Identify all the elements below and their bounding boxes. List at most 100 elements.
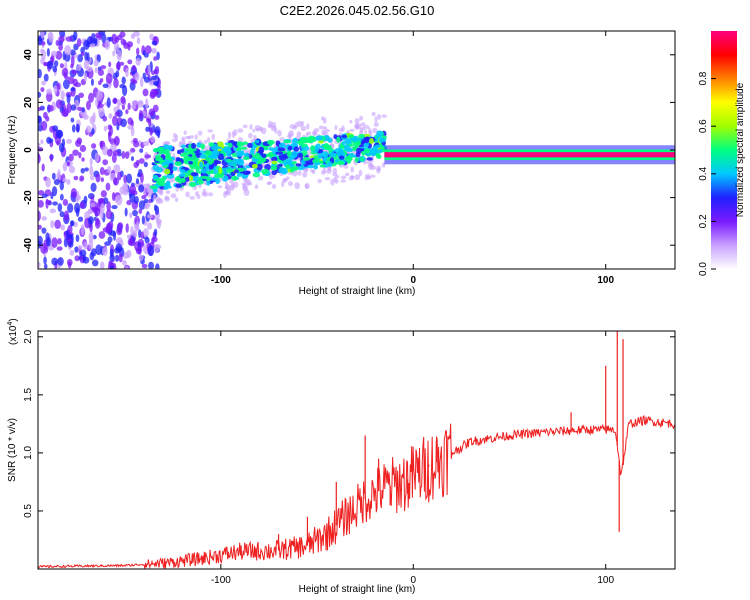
spectrogram-onset-mark [165, 180, 171, 187]
spectrogram-onset-mark [205, 150, 212, 156]
spectrogram-marks [38, 31, 675, 269]
spectrogram-onset-mark [258, 156, 267, 163]
spectrogram-noise-mark [98, 231, 106, 239]
spectrogram-noise-mark [143, 161, 148, 168]
spectrogram-noise-mark [154, 114, 160, 120]
spectrogram-noise-mark [126, 234, 131, 239]
spectrogram-haze-mark [305, 132, 309, 138]
spectrogram-noise-mark [56, 246, 63, 251]
spectrogram-onset-mark [252, 172, 260, 178]
spectrogram-noise-mark [95, 173, 101, 183]
spectrogram-onset-mark [242, 171, 251, 175]
spectrogram-noise-mark [145, 98, 149, 109]
spectrogram-noise-mark [46, 236, 52, 247]
spectrogram-noise-mark [62, 178, 67, 183]
spectrogram-onset-mark [349, 153, 354, 157]
spectrogram-onset-mark [285, 164, 290, 169]
spectrogram-noise-mark [74, 246, 79, 253]
spectrogram-haze-mark [252, 128, 256, 133]
spectrogram-noise-mark [127, 102, 131, 110]
spectrogram-noise-mark [138, 254, 144, 262]
spectrogram-haze-mark [185, 191, 191, 198]
spectrogram-haze-mark [260, 127, 267, 135]
spectrogram-noise-mark [153, 56, 158, 61]
spectrogram-noise-mark [80, 46, 85, 54]
spectrogram-haze-mark [249, 124, 253, 130]
spectrogram-onset-mark [161, 162, 167, 167]
colorbar-ticks: 0.0 0.2 0.4 0.6 0.8 [698, 71, 716, 276]
spectrogram-noise-mark [40, 87, 45, 93]
spectrogram-noise-mark [97, 103, 104, 108]
spectrogram-noise-mark [117, 171, 122, 181]
spectrogram-haze-mark [155, 196, 161, 202]
spectrogram-y-tick-label: -20 [23, 190, 34, 205]
spectrogram-noise-mark [67, 76, 75, 85]
spectrogram-noise-mark [129, 192, 136, 203]
spectrogram-noise-mark [141, 263, 148, 269]
spectrogram-haze-mark [373, 121, 379, 127]
spectrogram-onset-mark [153, 175, 159, 180]
spectrogram-haze-mark [322, 117, 327, 124]
spectrogram-onset-mark [352, 146, 357, 152]
spectrogram-onset-mark [372, 150, 378, 155]
spectrogram-noise-mark [95, 244, 103, 256]
snr-y-ticks: 0.5 1.0 1.5 2.0 [23, 329, 675, 518]
spectrogram-noise-mark [113, 42, 120, 52]
spectrogram-noise-mark [55, 39, 60, 46]
spectrogram-haze-mark [359, 115, 364, 121]
spectrogram-noise-mark [111, 204, 118, 210]
spectrogram-noise-mark [38, 91, 42, 98]
spectrogram-noise-mark [150, 75, 158, 80]
spectrogram-onset-mark [271, 156, 278, 162]
spectrogram-haze-mark [242, 183, 248, 191]
spectrogram-noise-mark [130, 156, 135, 162]
spectrogram-haze-mark [297, 170, 302, 176]
spectrogram-onset-mark [312, 159, 321, 163]
spectrogram-haze-mark [217, 185, 223, 189]
spectrogram-noise-mark [89, 165, 94, 177]
spectrogram-noise-mark [136, 47, 140, 56]
spectrogram-noise-mark [102, 227, 109, 233]
spectrogram-noise-mark [38, 224, 42, 230]
spectrogram-noise-mark [135, 159, 140, 166]
spectrogram-onset-mark [208, 142, 215, 147]
spectrogram-noise-mark [147, 261, 155, 269]
spectrogram-onset-mark [341, 134, 348, 139]
spectrogram-onset-mark [313, 164, 318, 170]
spectrogram-onset-mark [199, 161, 204, 168]
spectrogram-noise-mark [72, 149, 79, 156]
spectrogram-noise-mark [78, 92, 85, 99]
spectrogram-noise-mark [117, 222, 124, 230]
spectrogram-onset-mark [199, 154, 207, 159]
spectrogram-noise-mark [126, 173, 133, 184]
spectrogram-onset-mark [338, 149, 344, 153]
spectrogram-onset-mark [240, 146, 248, 150]
spectrogram-noise-mark [144, 45, 152, 55]
spectrogram-haze-mark [350, 174, 354, 179]
spectrogram-noise-mark [137, 101, 144, 108]
spectrogram-noise-mark [135, 57, 141, 66]
spectrogram-onset-mark [155, 167, 164, 173]
spectrogram-noise-mark [113, 164, 121, 174]
spectrogram-haze-mark [363, 125, 370, 129]
spectrogram-noise-mark [48, 138, 54, 143]
spectrogram-noise-mark [70, 104, 77, 111]
spectrogram-noise-mark [86, 100, 91, 111]
spectrogram-noise-mark [153, 244, 160, 254]
spectrogram-haze-mark [243, 189, 250, 196]
spectrogram-noise-mark [151, 40, 157, 46]
spectrogram-noise-mark [157, 84, 161, 90]
spectrogram-noise-mark [92, 37, 98, 44]
spectrogram-haze-mark [340, 175, 347, 180]
spectrogram-noise-mark [100, 65, 107, 70]
spectrogram-noise-mark [38, 199, 44, 208]
spectrogram-noise-mark [106, 148, 113, 157]
spectrogram-onset-mark [242, 156, 250, 161]
spectrogram-y-tick-label: -40 [23, 238, 34, 253]
spectrogram-noise-mark [131, 79, 138, 85]
spectrogram-noise-mark [58, 36, 65, 43]
spectrogram-noise-mark [68, 165, 76, 174]
spectrogram-y-tick-label: 20 [23, 96, 34, 108]
spectrogram-noise-mark [52, 125, 59, 132]
spectrogram-noise-mark [153, 228, 158, 237]
